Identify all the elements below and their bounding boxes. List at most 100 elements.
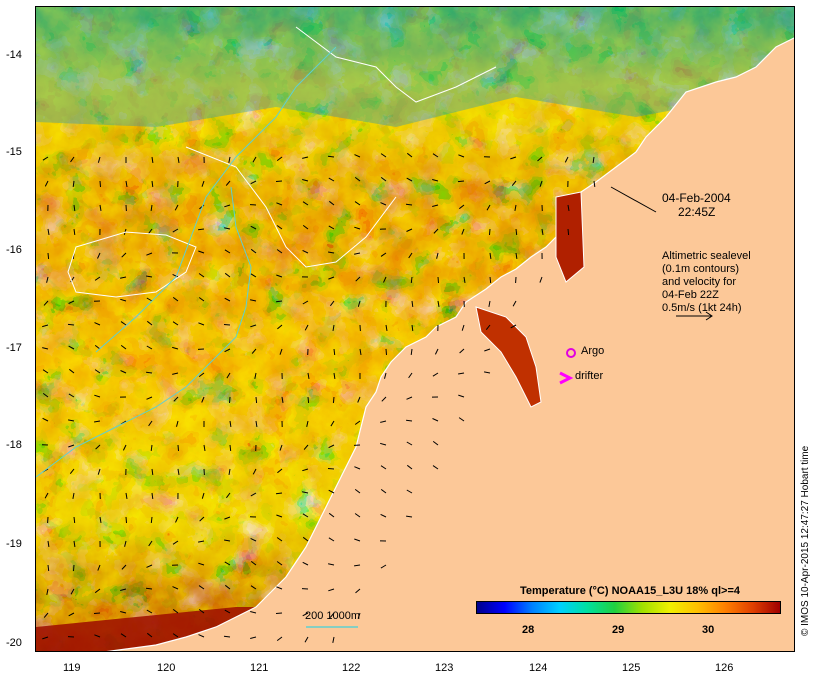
- velocity-arrow: [198, 322, 205, 326]
- argo-marker[interactable]: [566, 348, 576, 358]
- velocity-arrow: [434, 348, 439, 355]
- sst-map[interactable]: [35, 6, 795, 652]
- drifter-marker[interactable]: [559, 371, 574, 385]
- x-tick-label: 125: [622, 662, 641, 674]
- velocity-arrow: [432, 441, 439, 446]
- velocity-arrow: [229, 420, 232, 427]
- velocity-arrow: [281, 396, 284, 403]
- velocity-arrow: [328, 537, 335, 542]
- velocity-arrow: [68, 612, 75, 617]
- velocity-arrow: [275, 180, 283, 182]
- velocity-arrow: [146, 371, 153, 374]
- velocity-arrow: [94, 420, 101, 423]
- velocity-arrow: [276, 636, 283, 641]
- velocity-arrow: [276, 537, 283, 542]
- velocity-arrow: [72, 492, 75, 499]
- velocity-arrow: [172, 609, 179, 614]
- velocity-arrow: [329, 612, 335, 618]
- velocity-arrow: [327, 468, 335, 470]
- velocity-arrow: [302, 249, 309, 254]
- velocity-arrow: [406, 152, 413, 158]
- velocity-arrow: [276, 274, 283, 278]
- velocity-arrow: [68, 419, 75, 422]
- velocity-arrow: [146, 609, 153, 614]
- velocity-arrow: [355, 276, 361, 282]
- velocity-arrow: [328, 276, 335, 280]
- velocity-arrow: [203, 444, 206, 451]
- velocity-arrow: [539, 276, 543, 283]
- velocity-vectors: [41, 152, 596, 643]
- velocity-arrow: [172, 297, 179, 302]
- velocity-arrow: [93, 612, 101, 614]
- velocity-arrow: [47, 540, 50, 547]
- velocity-arrow: [120, 588, 127, 591]
- velocity-arrow: [302, 179, 309, 182]
- velocity-arrow: [302, 201, 309, 206]
- velocity-arrow: [489, 276, 492, 284]
- velocity-arrow: [489, 228, 491, 236]
- velocity-arrow: [328, 512, 335, 518]
- velocity-arrow: [250, 492, 257, 497]
- coastline-bay: [475, 306, 542, 408]
- velocity-arrow: [252, 468, 257, 475]
- velocity-arrow: [306, 420, 309, 428]
- velocity-arrow: [95, 444, 101, 450]
- velocity-arrow: [43, 612, 49, 618]
- velocity-arrow: [437, 300, 440, 307]
- velocity-arrow: [99, 204, 102, 211]
- velocity-arrow: [42, 347, 49, 350]
- velocity-arrow: [229, 444, 232, 452]
- velocity-arrow: [357, 396, 361, 403]
- velocity-arrow: [302, 156, 309, 159]
- velocity-arrow: [177, 444, 179, 452]
- velocity-arrow: [541, 228, 544, 235]
- velocity-arrow: [457, 180, 465, 183]
- velocity-arrow: [304, 324, 309, 331]
- velocity-arrow: [410, 276, 413, 284]
- velocity-arrow: [488, 300, 491, 307]
- velocity-arrow: [302, 536, 309, 542]
- velocity-arrow: [224, 204, 231, 208]
- velocity-arrow: [354, 489, 361, 494]
- velocity-arrow: [406, 464, 413, 470]
- velocity-arrow: [198, 562, 205, 566]
- velocity-arrow: [44, 180, 49, 187]
- y-tick-label: -18: [6, 439, 22, 451]
- velocity-arrow: [99, 516, 102, 523]
- velocity-arrow: [68, 345, 75, 350]
- velocity-arrow: [567, 228, 570, 236]
- x-tick-label: 121: [250, 662, 269, 674]
- velocity-arrow: [405, 203, 413, 206]
- velocity-arrow: [198, 540, 205, 543]
- velocity-arrow: [432, 153, 439, 158]
- velocity-arrow: [70, 588, 75, 595]
- velocity-arrow: [224, 539, 231, 542]
- velocity-arrow: [46, 276, 49, 283]
- velocity-arrow: [94, 322, 101, 326]
- velocity-arrow: [73, 516, 76, 524]
- velocity-arrow: [99, 180, 101, 188]
- x-tick-label: 124: [529, 662, 548, 674]
- velocity-arrow: [489, 252, 492, 259]
- velocity-arrow: [255, 420, 258, 427]
- velocity-arrow: [42, 369, 49, 374]
- altimetry-note-line: 04-Feb 22Z: [662, 289, 719, 301]
- x-tick-label: 126: [715, 662, 734, 674]
- velocity-arrow: [514, 204, 517, 211]
- velocity-arrow: [510, 324, 517, 329]
- velocity-arrow: [94, 345, 101, 350]
- timestamp-pointer: [610, 186, 657, 213]
- velocity-arrow: [172, 321, 179, 326]
- velocity-arrow: [458, 417, 465, 422]
- velocity-arrow: [150, 444, 153, 451]
- velocity-arrow: [201, 492, 205, 499]
- velocity-arrow: [359, 348, 362, 355]
- velocity-arrow: [120, 276, 127, 279]
- sealevel-contour: [295, 26, 497, 103]
- velocity-arrow: [484, 371, 491, 374]
- velocity-arrow: [515, 228, 518, 236]
- velocity-arrow: [47, 564, 50, 572]
- velocity-arrow: [332, 396, 335, 404]
- velocity-arrow: [406, 177, 413, 182]
- y-tick-label: -19: [6, 538, 22, 550]
